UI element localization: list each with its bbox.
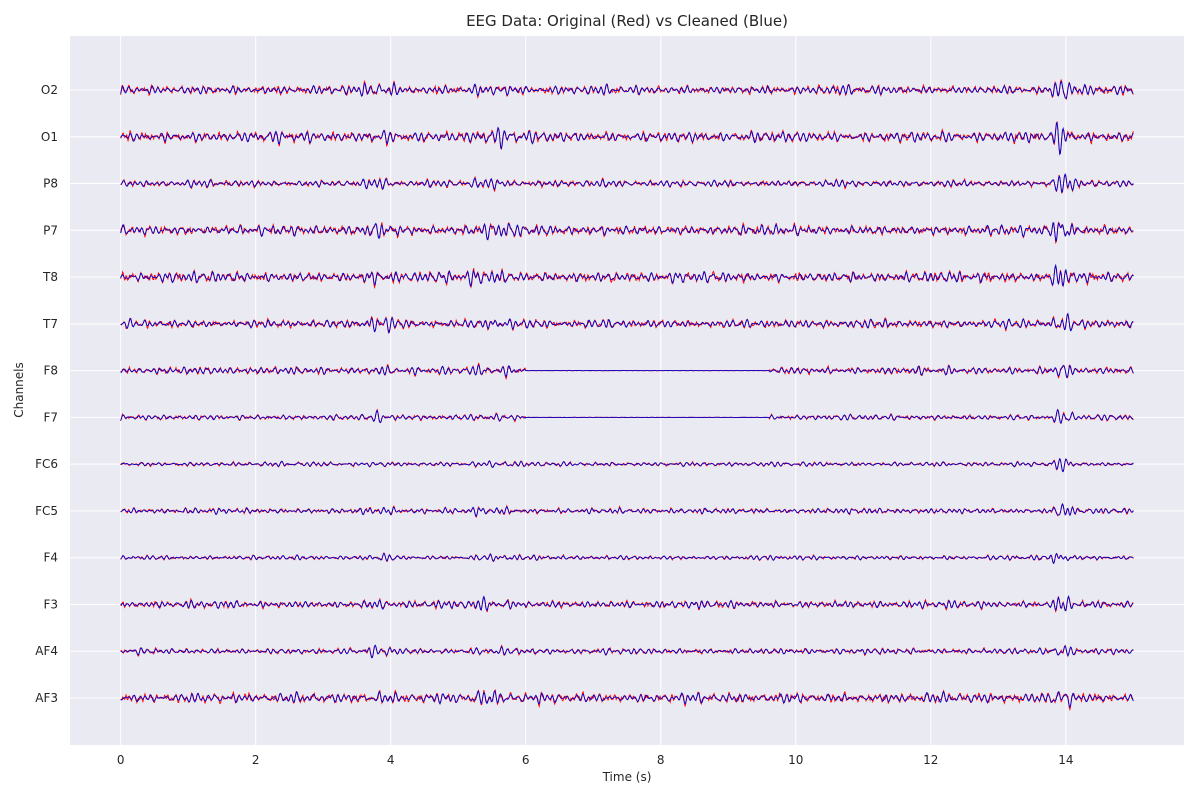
trace-cleaned-fc6 [120,457,1134,473]
channel-label-o2: O2 [41,83,58,97]
chart-title: EEG Data: Original (Red) vs Cleaned (Blu… [466,12,788,30]
trace-cleaned-af3 [120,689,1134,709]
trace-cleaned-f3 [120,595,1134,612]
channel-label-fc6: FC6 [35,457,58,471]
channel-label-f4: F4 [43,551,58,565]
trace-cleaned-fc5 [120,503,1134,517]
trace-cleaned-f7 [120,408,1134,424]
channel-label-t8: T8 [42,270,58,284]
x-axis-label: Time (s) [602,770,652,784]
trace-cleaned-o2 [120,80,1134,100]
trace-cleaned-o1 [120,121,1134,156]
channel-label-fc5: FC5 [35,504,58,518]
x-tick-label: 10 [788,753,803,767]
x-tick-label: 4 [387,753,395,767]
y-tick-labels: AF3 AF4 F3 F4 FC5 FC6 F7 F8 T7 T8 P7 P8 O1 O2 [35,83,58,705]
trace-cleaned-p8 [120,172,1134,193]
channel-label-o1: O1 [41,130,58,144]
y-axis-label: Channels [12,362,26,418]
trace-original-o1 [120,121,1134,156]
trace-cleaned-t8 [120,263,1134,288]
channel-label-f7: F7 [43,410,58,424]
channel-label-p7: P7 [43,223,58,237]
trace-original-f3 [120,595,1134,613]
channel-label-af4: AF4 [35,644,58,658]
x-tick-label: 8 [657,753,665,767]
channel-label-t7: T7 [42,317,58,331]
channel-label-f3: F3 [43,597,58,611]
x-tick-label: 0 [117,753,125,767]
trace-cleaned-f4 [120,552,1134,565]
trace-cleaned-f8 [120,364,1134,379]
channel-label-p8: P8 [43,177,58,191]
trace-cleaned-af4 [120,644,1134,659]
trace-cleaned-t7 [120,312,1134,333]
channel-label-f8: F8 [43,364,58,378]
x-tick-label: 14 [1058,753,1073,767]
x-tick-label: 2 [252,753,260,767]
x-tick-labels: 0 2 4 6 8 10 12 14 [117,753,1074,767]
trace-original-fc6 [120,458,1134,472]
x-tick-label: 6 [522,753,530,767]
trace-cleaned-p7 [120,222,1134,242]
plot-area [70,36,1184,745]
channel-label-af3: AF3 [35,691,58,705]
traces-group [120,78,1134,712]
x-tick-label: 12 [923,753,938,767]
